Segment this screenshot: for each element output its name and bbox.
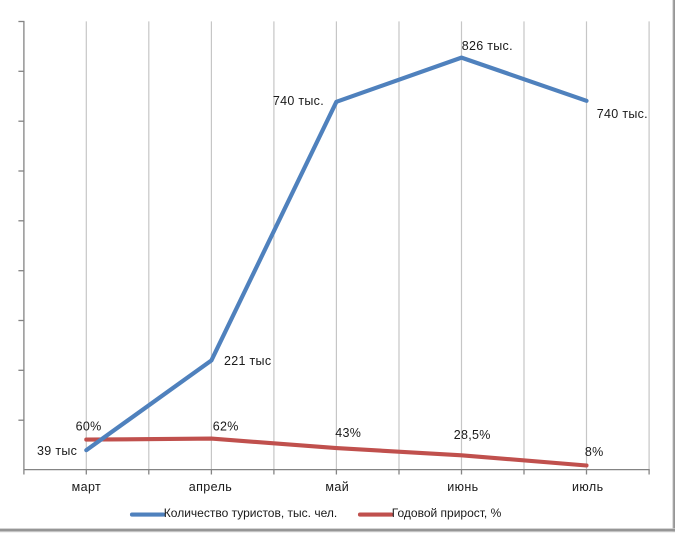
svg-text:май: май — [325, 480, 349, 494]
svg-text:28,5%: 28,5% — [454, 428, 491, 442]
svg-text:826 тыс.: 826 тыс. — [462, 39, 513, 53]
svg-text:221 тыс: 221 тыс — [224, 354, 271, 368]
svg-text:апрель: апрель — [189, 480, 232, 494]
svg-text:8%: 8% — [585, 445, 604, 459]
svg-text:43%: 43% — [335, 426, 361, 440]
svg-text:март: март — [72, 480, 102, 494]
svg-text:Годовой прирост, %: Годовой прирост, % — [392, 506, 502, 520]
svg-text:39 тыс: 39 тыс — [37, 444, 77, 458]
svg-text:60%: 60% — [76, 419, 102, 433]
svg-text:июль: июль — [572, 480, 604, 494]
svg-text:июнь: июнь — [447, 480, 478, 494]
svg-text:740 тыс.: 740 тыс. — [597, 107, 648, 121]
svg-text:Количество туристов, тыс. чел.: Количество туристов, тыс. чел. — [164, 506, 337, 520]
svg-text:740 тыс.: 740 тыс. — [273, 94, 324, 108]
svg-text:62%: 62% — [213, 419, 239, 433]
